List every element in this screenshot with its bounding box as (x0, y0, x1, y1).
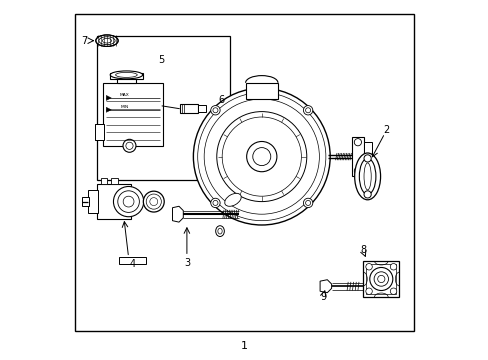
Text: 1: 1 (241, 341, 247, 351)
Ellipse shape (96, 35, 118, 46)
Circle shape (389, 264, 396, 270)
Ellipse shape (215, 226, 224, 237)
Text: MAX: MAX (120, 93, 130, 97)
Ellipse shape (143, 191, 164, 212)
Bar (110, 73, 142, 79)
Circle shape (363, 155, 370, 162)
Polygon shape (106, 107, 111, 112)
Text: 5: 5 (158, 55, 164, 66)
Bar (97, 36, 230, 180)
Circle shape (246, 141, 276, 172)
Bar (351, 137, 364, 176)
Circle shape (303, 105, 312, 115)
Bar (111, 178, 118, 184)
Circle shape (210, 105, 220, 115)
Circle shape (363, 191, 370, 198)
Circle shape (216, 112, 306, 202)
Bar (364, 142, 371, 171)
Circle shape (365, 288, 371, 294)
Text: 2: 2 (383, 125, 389, 135)
Bar (363, 261, 399, 297)
Text: 8: 8 (360, 245, 366, 255)
Circle shape (125, 142, 133, 149)
Bar (103, 83, 163, 146)
Circle shape (354, 139, 361, 146)
Ellipse shape (99, 37, 115, 45)
Bar (366, 264, 396, 294)
Bar (88, 190, 98, 213)
Ellipse shape (102, 39, 111, 43)
Bar (245, 83, 277, 99)
Bar (119, 257, 146, 264)
Circle shape (369, 267, 392, 291)
Bar (179, 104, 197, 113)
Text: 9: 9 (319, 292, 325, 302)
Circle shape (389, 288, 396, 294)
Bar (75, 14, 413, 331)
Text: 3: 3 (183, 258, 189, 268)
Text: 6: 6 (218, 95, 224, 105)
Circle shape (354, 167, 361, 175)
Circle shape (193, 88, 329, 225)
Bar (95, 124, 104, 140)
Circle shape (303, 198, 312, 208)
Ellipse shape (110, 71, 142, 79)
Circle shape (123, 139, 136, 152)
Circle shape (210, 198, 220, 208)
Bar (81, 197, 89, 206)
Bar (197, 105, 205, 112)
Ellipse shape (224, 193, 241, 206)
Circle shape (365, 264, 371, 270)
Polygon shape (106, 95, 111, 100)
Polygon shape (320, 280, 331, 293)
Bar (101, 178, 107, 184)
Polygon shape (172, 206, 183, 222)
Ellipse shape (354, 153, 380, 200)
Circle shape (113, 186, 143, 217)
Text: MIN: MIN (121, 105, 129, 109)
Bar (117, 75, 136, 83)
Bar (97, 184, 131, 219)
Ellipse shape (115, 72, 137, 77)
Text: 4: 4 (130, 258, 136, 269)
Text: 7: 7 (81, 36, 87, 46)
